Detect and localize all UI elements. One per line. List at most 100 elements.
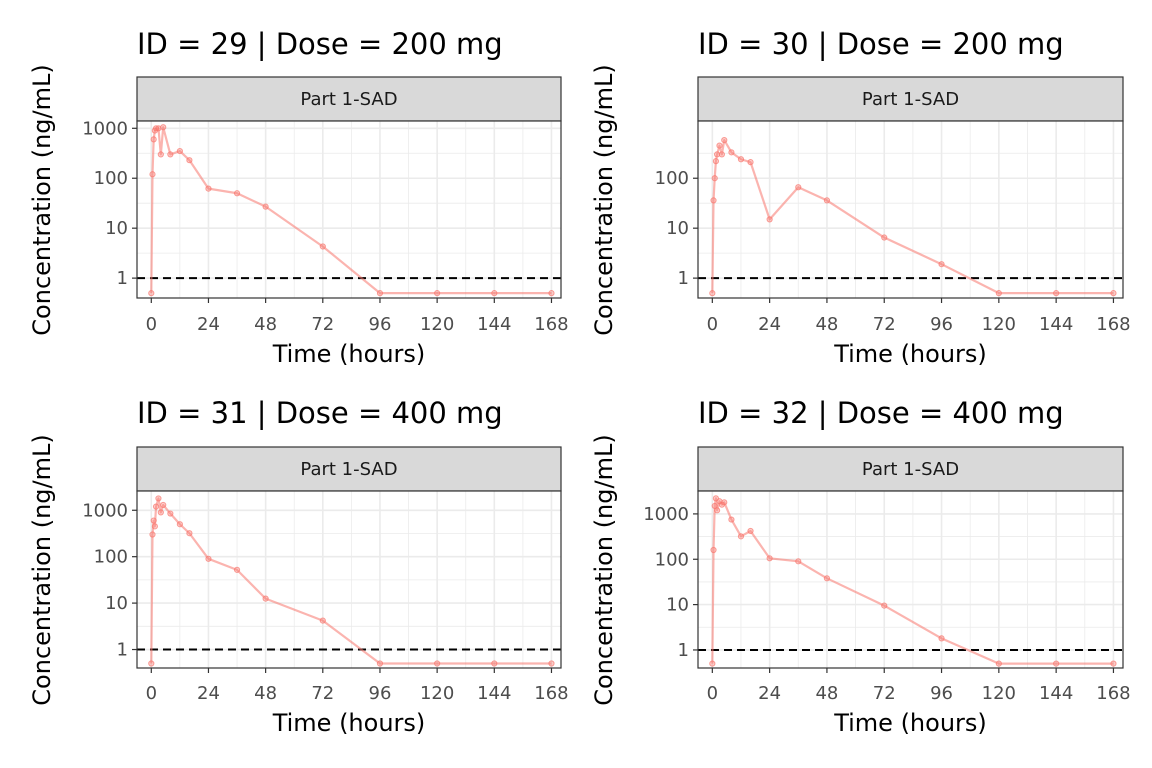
facet-strip xyxy=(697,76,1124,122)
panel-border xyxy=(136,490,562,669)
x-tick-label: 168 xyxy=(1096,314,1130,335)
panel-title: ID = 30 | Dose = 200 mg xyxy=(698,27,1064,61)
y-tick-label: 10 xyxy=(666,595,689,616)
x-tick-label: 72 xyxy=(873,683,896,704)
data-point xyxy=(728,149,735,156)
panel-border xyxy=(697,120,1124,299)
x-axis-label: Time (hours) xyxy=(833,340,987,368)
y-tick-label: 100 xyxy=(655,549,689,570)
data-point xyxy=(795,558,802,565)
facet-strip-label: Part 1-SAD xyxy=(862,459,959,480)
x-tick-label: 144 xyxy=(1039,683,1073,704)
x-tick-label: 24 xyxy=(197,314,220,335)
chart-panel-1: ID = 29 | Dose = 200 mg Part 1-SAD 0 24 48 72… xyxy=(28,27,569,368)
data-point xyxy=(711,175,718,182)
x-tick-label: 0 xyxy=(707,314,718,335)
data-point xyxy=(718,151,725,158)
data-point xyxy=(176,147,183,155)
chart-panel-2: ID = 30 | Dose = 200 mg Part 1-SAD 0 24 48 72… xyxy=(590,27,1131,368)
y-axis-label: Concentration (ng/mL) xyxy=(590,434,618,705)
concentration-series-line xyxy=(150,497,552,665)
data-point xyxy=(150,136,157,143)
data-point xyxy=(995,660,1002,667)
y-tick-label: 10 xyxy=(105,218,128,239)
data-point xyxy=(1110,660,1117,667)
y-tick-label: 1 xyxy=(678,268,689,289)
panel-title: ID = 29 | Dose = 200 mg xyxy=(137,27,503,61)
data-point xyxy=(1110,290,1117,297)
data-point xyxy=(233,566,241,573)
y-tick-label: 1000 xyxy=(643,504,689,525)
x-tick-label: 96 xyxy=(930,314,953,335)
data-point xyxy=(709,290,716,297)
plot-area xyxy=(137,121,561,298)
data-point xyxy=(737,533,745,540)
y-tick-label: 100 xyxy=(94,168,128,189)
data-point xyxy=(434,290,441,297)
x-tick-label: 0 xyxy=(707,683,718,704)
facet-strip-label: Part 1-SAD xyxy=(300,89,397,110)
x-tick-label: 72 xyxy=(311,314,334,335)
data-point xyxy=(823,197,831,204)
y-axis-label: Concentration (ng/mL) xyxy=(590,64,618,335)
data-point xyxy=(938,261,945,268)
data-point xyxy=(319,617,326,624)
data-point xyxy=(737,156,745,163)
data-point xyxy=(491,290,498,297)
x-axis-label: Time (hours) xyxy=(833,709,987,737)
data-point xyxy=(881,234,888,241)
data-point xyxy=(376,660,384,667)
x-tick-label: 24 xyxy=(197,683,220,704)
y-axis-label: Concentration (ng/mL) xyxy=(28,64,56,335)
panel-title: ID = 31 | Dose = 400 mg xyxy=(137,396,503,430)
x-tick-label: 120 xyxy=(982,683,1016,704)
x-axis-label: Time (hours) xyxy=(272,709,426,737)
x-tick-label: 144 xyxy=(477,314,511,335)
data-point xyxy=(148,290,155,297)
data-point xyxy=(186,530,193,537)
data-point xyxy=(262,203,269,210)
concentration-series-line xyxy=(711,497,1114,665)
data-point xyxy=(434,660,441,667)
x-tick-label: 24 xyxy=(758,314,781,335)
data-point xyxy=(548,660,555,667)
data-point xyxy=(160,501,167,509)
x-tick-label: 48 xyxy=(815,314,838,335)
data-point xyxy=(823,575,831,582)
data-point xyxy=(716,142,723,149)
x-tick-label: 0 xyxy=(146,683,157,704)
y-tick-label: 10 xyxy=(666,218,689,239)
data-point xyxy=(710,197,717,204)
data-point xyxy=(795,184,802,191)
y-tick-label: 1 xyxy=(117,268,128,289)
plot-area xyxy=(698,121,1123,298)
data-point xyxy=(766,555,773,562)
x-tick-label: 72 xyxy=(873,314,896,335)
data-point xyxy=(491,660,498,667)
data-point xyxy=(151,523,158,530)
data-point xyxy=(712,158,720,165)
x-tick-label: 48 xyxy=(815,683,838,704)
plot-area xyxy=(698,491,1123,668)
facet-strip-label: Part 1-SAD xyxy=(300,459,397,480)
x-tick-label: 144 xyxy=(1039,314,1073,335)
facet-strip xyxy=(136,76,562,122)
data-point xyxy=(721,137,728,144)
y-tick-label: 1 xyxy=(678,640,689,661)
chart-panel-3: ID = 31 | Dose = 400 mg Part 1-SAD 0 24 48 72… xyxy=(28,396,569,737)
panel-title: ID = 32 | Dose = 400 mg xyxy=(698,396,1064,430)
data-point xyxy=(150,517,157,524)
data-point xyxy=(376,290,384,297)
data-point xyxy=(714,507,721,514)
data-point xyxy=(152,503,160,510)
data-point xyxy=(747,159,754,166)
facet-strip-label: Part 1-SAD xyxy=(862,89,959,110)
chart-panel-4: ID = 32 | Dose = 400 mg Part 1-SAD 0 24 48 72… xyxy=(590,396,1131,737)
data-point xyxy=(155,495,162,502)
data-point xyxy=(148,660,155,667)
data-point xyxy=(995,290,1002,297)
y-tick-label: 10 xyxy=(105,593,128,614)
data-point xyxy=(881,602,888,609)
data-point xyxy=(186,157,193,164)
data-point xyxy=(167,510,174,517)
